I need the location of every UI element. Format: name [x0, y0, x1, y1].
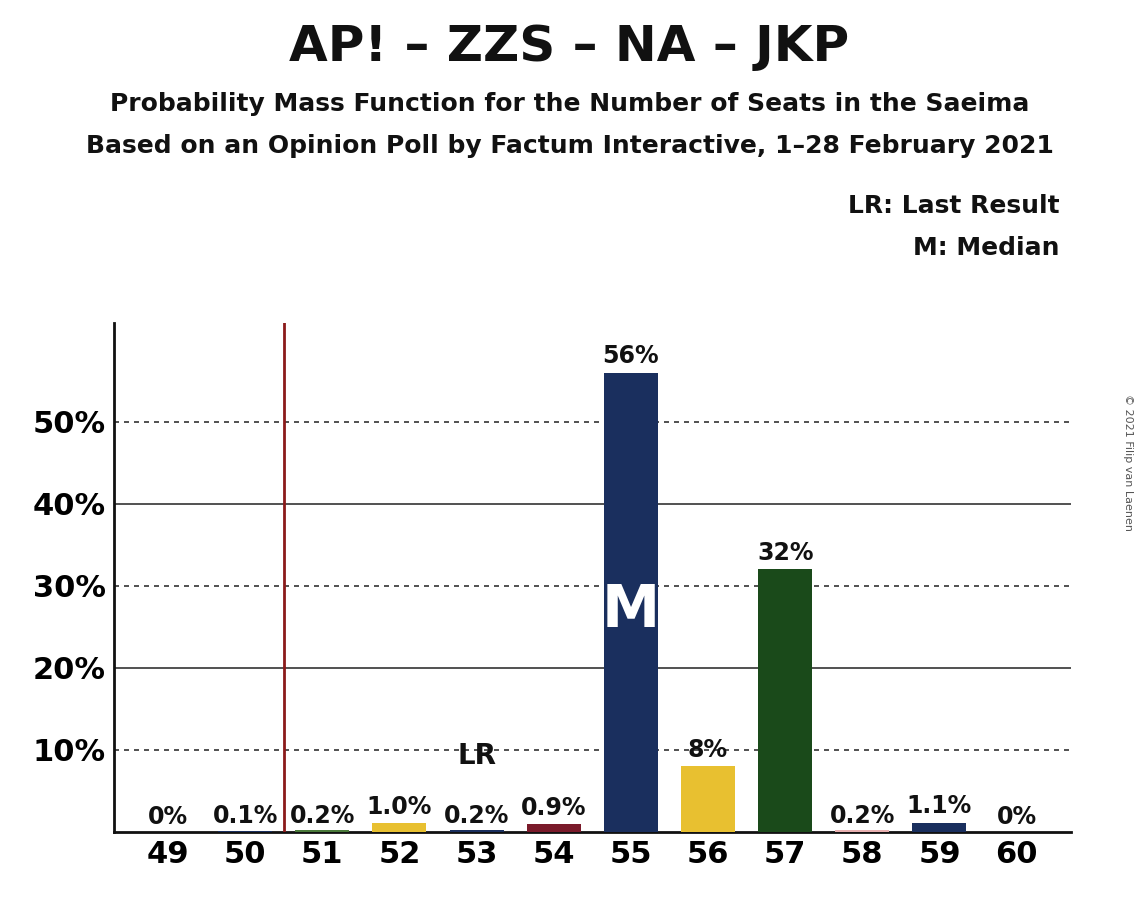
Text: 0.9%: 0.9%: [521, 796, 587, 821]
Text: 1.1%: 1.1%: [907, 795, 972, 819]
Text: 56%: 56%: [603, 345, 659, 369]
Bar: [526, 824, 581, 832]
Text: Probability Mass Function for the Number of Seats in the Saeima: Probability Mass Function for the Number…: [109, 92, 1030, 116]
Text: 0.2%: 0.2%: [829, 804, 895, 828]
Bar: [604, 372, 658, 832]
Text: AP! – ZZS – NA – JKP: AP! – ZZS – NA – JKP: [289, 23, 850, 71]
Text: 0%: 0%: [997, 805, 1036, 829]
Text: © 2021 Filip van Laenen: © 2021 Filip van Laenen: [1123, 394, 1133, 530]
Text: LR: LR: [457, 742, 497, 770]
Text: 0%: 0%: [148, 805, 188, 829]
Bar: [835, 830, 890, 832]
Bar: [912, 822, 967, 832]
Text: LR: Last Result: LR: Last Result: [847, 194, 1059, 218]
Text: 0.1%: 0.1%: [212, 804, 278, 828]
Bar: [372, 823, 426, 832]
Bar: [295, 830, 350, 832]
Text: M: Median: M: Median: [912, 236, 1059, 260]
Text: 1.0%: 1.0%: [367, 796, 432, 820]
Text: 0.2%: 0.2%: [444, 804, 509, 828]
Bar: [450, 830, 503, 832]
Bar: [759, 569, 812, 832]
Text: M: M: [601, 582, 659, 638]
Text: Based on an Opinion Poll by Factum Interactive, 1–28 February 2021: Based on an Opinion Poll by Factum Inter…: [85, 134, 1054, 158]
Text: 8%: 8%: [688, 738, 728, 762]
Bar: [681, 766, 735, 832]
Text: 0.2%: 0.2%: [289, 804, 355, 828]
Text: 32%: 32%: [757, 541, 813, 565]
